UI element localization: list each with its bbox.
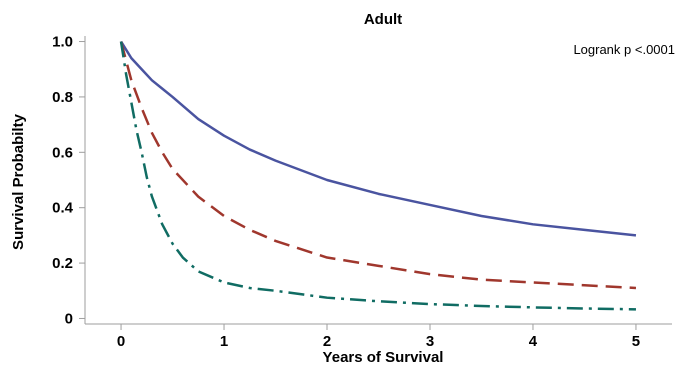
x-tick-label: 4 [529,333,538,350]
series-line-2 [119,41,637,290]
x-tick-label: 5 [632,333,640,350]
x-axis-title: Years of Survival [323,349,444,366]
y-ticks: 0 0.2 0.4 0.6 0.8 1.0 [52,34,85,327]
chart-title: Adult [364,11,402,28]
x-tick-label: 3 [426,333,434,350]
series-line-1 [119,40,637,237]
y-tick-label: 1.0 [52,34,73,51]
series-group [119,40,637,311]
y-tick-label: 0.4 [52,200,74,217]
y-tick-label: 0.2 [52,255,73,272]
x-tick-label: 2 [323,333,331,350]
series-line-3 [119,41,636,311]
x-ticks: 0 1 2 3 4 5 [117,324,640,350]
y-tick-label: 0 [65,310,73,327]
y-tick-label: 0.8 [52,89,73,106]
logrank-annotation: Logrank p <.0001 [573,42,675,57]
axes [84,36,672,325]
y-axis-title: Survival Probabilty [10,113,27,250]
y-tick-label: 0.6 [52,144,73,161]
x-tick-label: 1 [220,333,228,350]
x-tick-label: 0 [117,333,125,350]
